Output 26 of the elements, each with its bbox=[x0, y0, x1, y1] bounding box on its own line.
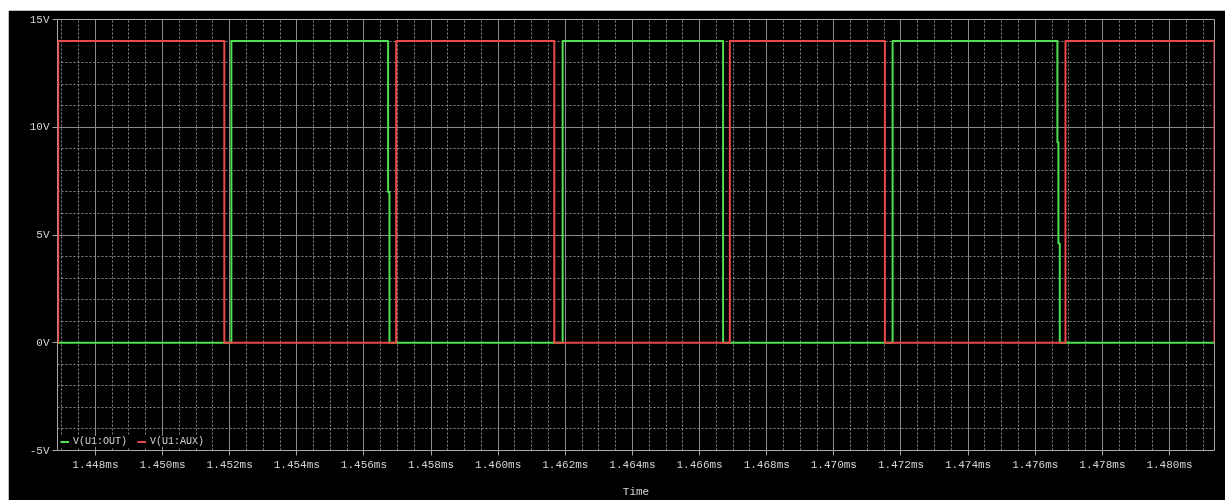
x-tick-label: 1.458ms bbox=[407, 458, 455, 471]
legend-label: V(U1:AUX) bbox=[150, 436, 205, 447]
x-axis-title: Time bbox=[622, 485, 650, 498]
x-tick-label: 1.466ms bbox=[676, 458, 723, 471]
y-tick-label: 0V bbox=[36, 336, 50, 349]
x-tick-label: 1.476ms bbox=[1012, 458, 1059, 471]
x-tick-label: 1.464ms bbox=[609, 458, 656, 471]
x-tick-label: 1.480ms bbox=[1146, 458, 1193, 471]
y-tick-label: 5V bbox=[36, 229, 50, 241]
line-series bbox=[57, 40, 1215, 344]
x-tick-label: 1.470ms bbox=[810, 458, 857, 471]
y-tick-label: -5V bbox=[29, 444, 50, 457]
x-tick-label: 1.448ms bbox=[72, 458, 119, 471]
x-tick-label: 1.472ms bbox=[877, 458, 925, 471]
x-tick-label: 1.450ms bbox=[139, 458, 186, 471]
x-tick-label: 1.452ms bbox=[206, 458, 253, 471]
legend-label: V(U1:OUT) bbox=[73, 436, 128, 447]
x-tick-label: 1.460ms bbox=[475, 458, 522, 471]
x-tick-label: 1.478ms bbox=[1079, 458, 1126, 471]
x-tick-label: 1.462ms bbox=[542, 458, 589, 471]
y-tick-label: 15V bbox=[29, 13, 50, 26]
y-tick-label: 10V bbox=[29, 121, 50, 134]
x-tick-label: 1.456ms bbox=[340, 458, 388, 471]
x-tick-label: 1.468ms bbox=[743, 458, 790, 471]
x-tick-label: 1.454ms bbox=[273, 458, 320, 471]
x-tick-label: 1.474ms bbox=[945, 458, 992, 471]
